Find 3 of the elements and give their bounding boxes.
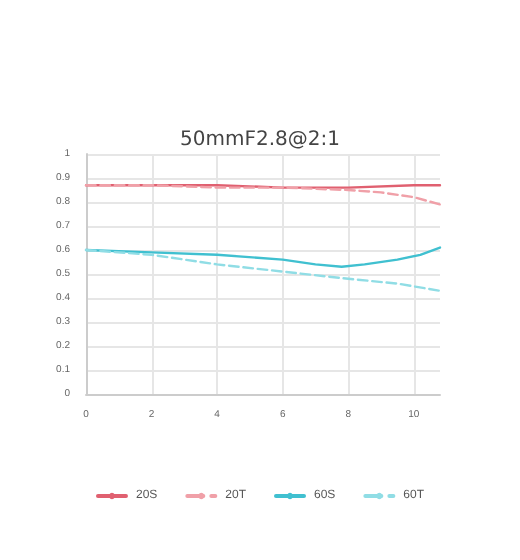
- line-series: [84, 248, 442, 292]
- line-series: [84, 184, 442, 206]
- chart-title: 50mmF2.8@2:1: [180, 129, 340, 151]
